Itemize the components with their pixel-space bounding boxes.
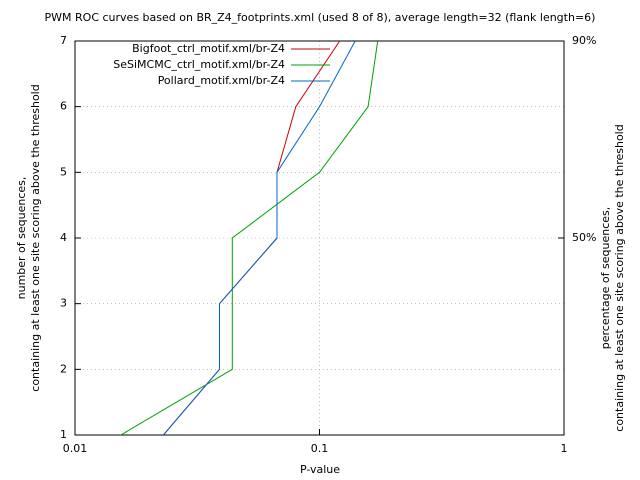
series-line: [120, 41, 379, 435]
y2-tick-label: 50%: [572, 231, 596, 244]
x-axis-label: P-value: [300, 463, 340, 476]
y-tick-label: 4: [60, 231, 67, 244]
legend-label: Bigfoot_ctrl_motif.xml/br-Z4: [132, 42, 285, 55]
y-tick-label: 5: [60, 165, 67, 178]
legend-label: SeSiMCMC_ctrl_motif.xml/br-Z4: [113, 58, 285, 71]
y-tick-label: 6: [60, 100, 67, 113]
y2-axis-label-line: containing at least one site scoring abo…: [613, 124, 626, 431]
plot-frame: [74, 40, 565, 436]
x-tick-label: 0.01: [63, 442, 88, 455]
y-axis-label: number of sequences, containing at least…: [15, 84, 42, 391]
y-tick-label: 1: [60, 428, 67, 441]
x-tick-label: 1: [561, 442, 568, 455]
y2-tick-label: 90%: [572, 34, 596, 47]
y-axis-label-line: number of sequences,: [15, 177, 28, 300]
legend-label: Pollard_motif.xml/br-Z4: [158, 74, 285, 87]
x-tick-label: 0.1: [311, 442, 329, 455]
y-tick-label: 2: [60, 362, 67, 375]
y-axis-label-line: containing at least one site scoring abo…: [29, 84, 42, 391]
series-line: [163, 41, 356, 435]
chart-title: PWM ROC curves based on BR_Z4_footprints…: [45, 11, 596, 24]
y-tick-label: 3: [60, 297, 67, 310]
y-tick-label: 7: [60, 34, 67, 47]
y2-axis-label-line: percentage of sequences,: [599, 207, 612, 349]
y2-axis-label: percentage of sequences, containing at l…: [599, 124, 626, 431]
